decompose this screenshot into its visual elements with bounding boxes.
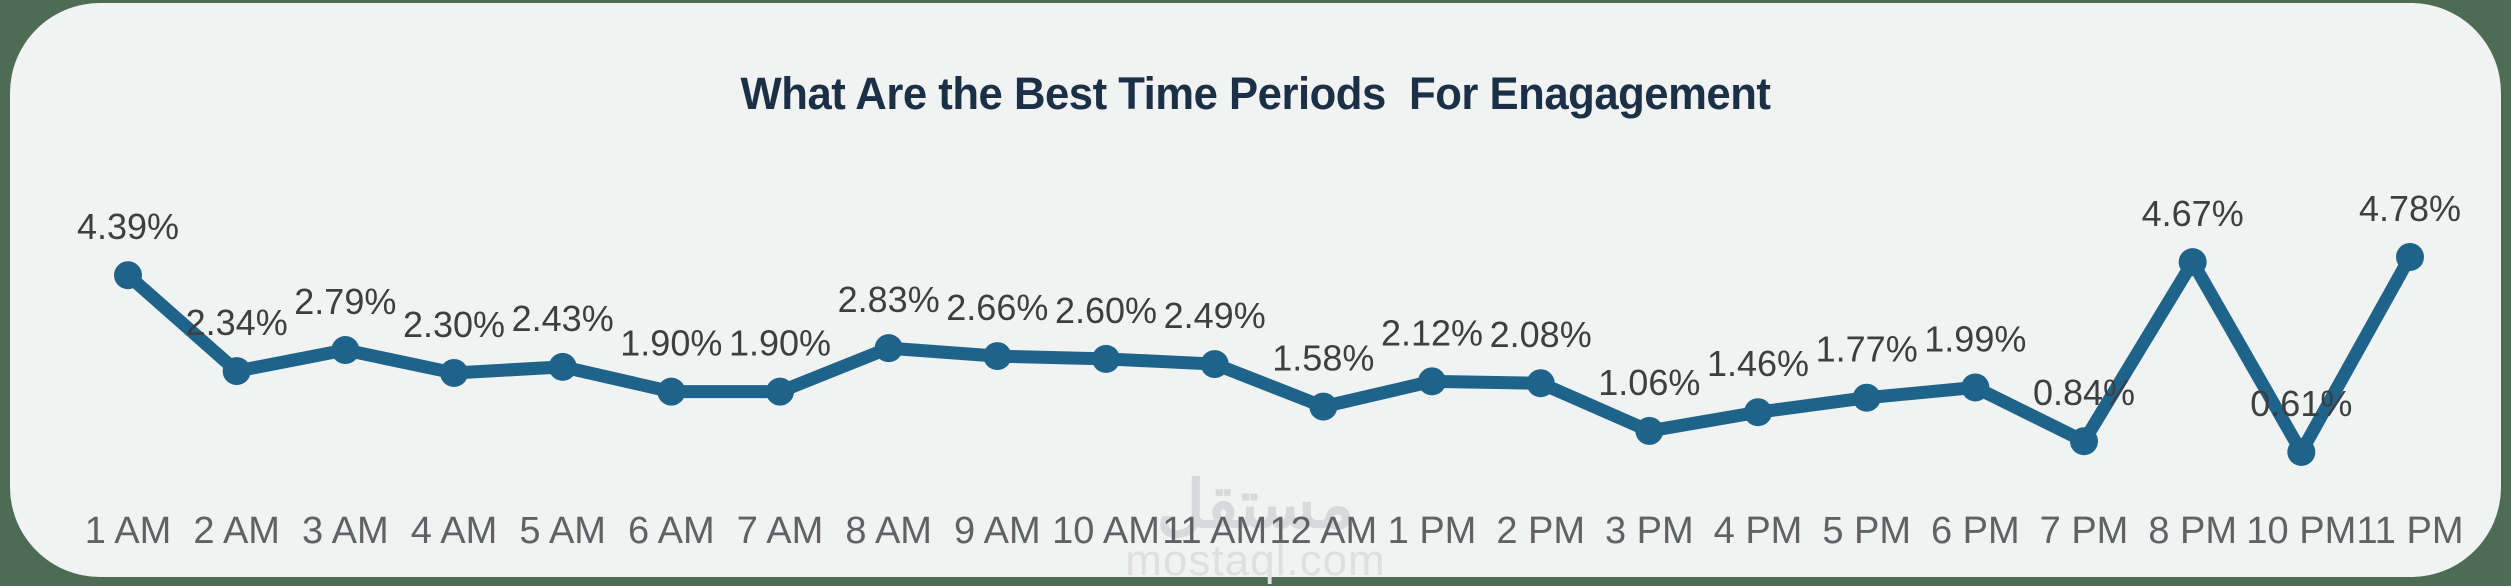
data-point: [766, 377, 794, 406]
x-axis-label: 3 AM: [302, 510, 389, 552]
x-axis-label: 6 AM: [628, 510, 715, 552]
data-point-label: 1.77%: [1816, 329, 1918, 370]
chart-title: What Are the Best Time Periods For Enaga…: [740, 68, 1771, 120]
x-axis-label: 5 PM: [1822, 510, 1911, 552]
data-point: [1526, 369, 1555, 398]
data-point: [1418, 367, 1446, 396]
chart-card: [10, 3, 2501, 577]
x-axis-label: 11 PM: [2356, 510, 2463, 552]
data-point-label: 1.58%: [1272, 338, 1374, 379]
x-axis-label: 8 AM: [845, 510, 932, 552]
x-axis-label: 9 AM: [954, 510, 1041, 552]
data-point: [1200, 350, 1229, 379]
data-point: [2178, 248, 2207, 277]
line-series: [121, 250, 2417, 459]
data-point: [222, 357, 251, 386]
data-point-label: 1.90%: [620, 323, 722, 364]
x-axis-label: 4 PM: [1714, 510, 1803, 552]
data-point: [114, 261, 142, 290]
x-axis-label: 5 AM: [519, 510, 606, 552]
data-point: [331, 336, 360, 365]
x-axis-label: 4 AM: [411, 510, 498, 552]
data-points: [114, 242, 2424, 466]
data-point: [440, 358, 468, 387]
x-axis-label: 12 AM: [1269, 510, 1377, 552]
data-point-label: 1.46%: [1707, 343, 1809, 384]
data-point-label: 2.12%: [1381, 312, 1483, 353]
data-point: [1961, 373, 1990, 402]
x-axis-label: 7 PM: [2040, 510, 2129, 552]
x-axis-label: 1 AM: [85, 510, 172, 552]
data-point-label: 2.30%: [403, 304, 505, 345]
x-axis-label: 10 AM: [1052, 510, 1160, 552]
x-axis-label: 8 PM: [2148, 510, 2237, 552]
data-point: [1309, 392, 1338, 421]
data-point: [1744, 398, 1772, 427]
x-axis-label: 7 AM: [737, 510, 824, 552]
data-point-label: 4.78%: [2359, 188, 2461, 229]
x-axis-label: 3 PM: [1605, 510, 1694, 552]
data-point: [1852, 383, 1881, 412]
data-point: [2070, 427, 2098, 456]
data-point: [1092, 344, 1120, 373]
data-point-label: 2.60%: [1055, 290, 1157, 331]
x-axis-labels: 1 AM 2 AM 3 AM 4 AM 5 AM 6 AM 7 AM 8 AM 9 AM 10 A…: [85, 510, 2464, 552]
data-point: [657, 377, 686, 406]
data-point-labels: 4.39%2.34%2.79%2.30% 2.43%1.90% 1.90%2.83%…: [77, 188, 2461, 424]
data-point-label: 4.39%: [77, 206, 179, 247]
engagement-line: [121, 250, 2417, 459]
x-axis-label: 1 PM: [1388, 510, 1477, 552]
data-point-label: 1.90%: [729, 323, 831, 364]
data-point: [874, 334, 903, 363]
data-point-label: 2.49%: [1164, 295, 1266, 336]
data-point: [983, 342, 1012, 371]
data-point-label: 1.99%: [1924, 318, 2026, 359]
data-point-label: 0.61%: [2250, 383, 2352, 424]
data-point-label: 4.67%: [2142, 193, 2244, 234]
x-axis-label: 10 PM: [2246, 510, 2356, 552]
data-point-label: 2.43%: [512, 298, 614, 339]
data-point: [2287, 437, 2316, 466]
data-point-label: 2.83%: [838, 279, 940, 320]
x-axis-label: 11 AM: [1162, 510, 1267, 552]
data-point: [2396, 242, 2424, 271]
data-point: [548, 352, 577, 381]
data-point-label: 1.06%: [1598, 362, 1700, 403]
x-axis-label: 2 AM: [193, 510, 280, 552]
data-point-label: 2.79%: [294, 281, 396, 322]
x-axis-label: 6 PM: [1931, 510, 2020, 552]
data-point-label: 0.84%: [2033, 372, 2135, 413]
x-axis-label: 2 PM: [1496, 510, 1585, 552]
data-point-label: 2.08%: [1490, 314, 1592, 355]
data-point-label: 2.66%: [946, 287, 1048, 328]
data-point-label: 2.34%: [186, 302, 288, 343]
data-point: [1635, 416, 1664, 445]
